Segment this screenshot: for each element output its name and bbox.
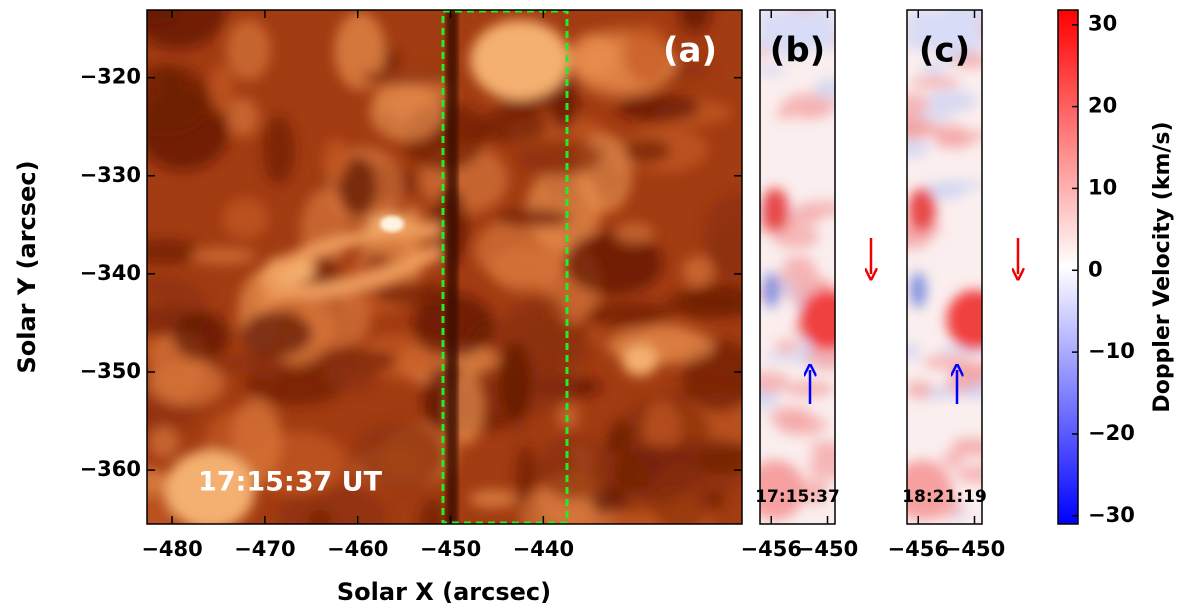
red-patch bbox=[947, 290, 1003, 350]
texture-blob bbox=[476, 109, 548, 143]
panel-label: (a) bbox=[663, 31, 717, 71]
texture-streak bbox=[955, 361, 1001, 385]
texture-blob bbox=[710, 229, 755, 282]
texture-streak bbox=[953, 442, 999, 457]
texture-blob bbox=[370, 84, 445, 140]
texture-blob bbox=[173, 312, 229, 360]
y-tick-label: −320 bbox=[80, 65, 141, 89]
x-tick-label: −440 bbox=[513, 537, 574, 561]
texture-blob bbox=[516, 137, 600, 176]
y-tick-label: −10 bbox=[1088, 339, 1135, 363]
texture-blob bbox=[147, 360, 225, 406]
texture-blob bbox=[615, 223, 654, 244]
texture-streak bbox=[814, 79, 851, 100]
y-tick-label: −330 bbox=[80, 163, 141, 187]
texture-blob bbox=[359, 68, 454, 85]
x-tick-label: −480 bbox=[141, 537, 202, 561]
bright-core bbox=[380, 216, 404, 232]
blue-patch bbox=[910, 272, 926, 308]
texture-blob bbox=[149, 426, 179, 459]
texture-blob bbox=[308, 510, 331, 533]
texture-streak bbox=[905, 381, 934, 400]
panel-label: (b) bbox=[770, 31, 825, 71]
y-tick-label: 30 bbox=[1088, 12, 1117, 36]
texture-blob bbox=[469, 490, 517, 508]
texture-blob bbox=[682, 256, 713, 287]
texture-streak bbox=[774, 340, 800, 353]
panel-image bbox=[888, 2, 1003, 524]
texture-streak bbox=[910, 76, 960, 88]
x-axis-title: Solar X (arcsec) bbox=[337, 578, 551, 606]
y-tick-label: 0 bbox=[1088, 257, 1103, 281]
y-tick-label: 20 bbox=[1088, 94, 1117, 118]
x-tick-label: −456 bbox=[888, 537, 949, 561]
timestamp: 17:15:37 UT bbox=[198, 467, 383, 498]
x-tick-label: −460 bbox=[327, 537, 388, 561]
y-tick-label: 10 bbox=[1088, 175, 1117, 199]
bright-region bbox=[622, 344, 658, 376]
y-tick-label: −20 bbox=[1088, 421, 1135, 445]
texture-blob bbox=[498, 342, 532, 420]
y-tick-label: −340 bbox=[80, 261, 141, 285]
colorbar-title: Doppler Velocity (km/s) bbox=[1150, 121, 1175, 412]
texture-blob bbox=[209, 65, 234, 114]
texture-blob bbox=[374, 282, 453, 305]
colorbar bbox=[1058, 10, 1078, 524]
texture-streak bbox=[777, 414, 827, 435]
texture-blob bbox=[228, 98, 259, 137]
texture-blob bbox=[191, 248, 257, 265]
texture-blob bbox=[535, 436, 615, 500]
x-tick-label: −456 bbox=[741, 537, 802, 561]
texture-streak bbox=[780, 264, 820, 285]
blue-patch bbox=[763, 272, 779, 308]
texture-streak bbox=[956, 465, 1003, 483]
texture-blob bbox=[226, 20, 271, 81]
texture-blob bbox=[495, 208, 572, 228]
texture-blob bbox=[223, 198, 269, 240]
texture-streak bbox=[746, 371, 789, 393]
texture-blob bbox=[532, 294, 566, 375]
texture-streak bbox=[803, 109, 819, 118]
red-patch bbox=[761, 188, 789, 232]
y-tick-label: −30 bbox=[1088, 503, 1135, 527]
y-axis-title: Solar Y (arcsec) bbox=[13, 160, 41, 373]
texture-blob bbox=[323, 138, 350, 180]
texture-streak bbox=[796, 201, 848, 216]
texture-streak bbox=[894, 121, 943, 137]
texture-blob bbox=[667, 289, 743, 319]
red-patch bbox=[800, 290, 856, 350]
texture-blob bbox=[323, 344, 381, 392]
texture-blob bbox=[241, 310, 312, 357]
y-tick-label: −360 bbox=[80, 457, 141, 481]
timestamp: 18:21:19 bbox=[902, 487, 987, 507]
texture-blob bbox=[570, 33, 616, 77]
x-tick-label: −450 bbox=[420, 537, 481, 561]
panel-label: (c) bbox=[919, 31, 970, 71]
texture-streak bbox=[891, 93, 930, 115]
texture-blob bbox=[490, 246, 559, 292]
texture-blob bbox=[615, 94, 700, 121]
x-tick-label: −450 bbox=[944, 537, 1005, 561]
texture-blob bbox=[565, 231, 663, 295]
figure: −480 −470 −460 −450 −440 −320 −330 −340 −350 −360… bbox=[0, 0, 1193, 612]
bright-region bbox=[470, 20, 570, 100]
x-tick-label: −450 bbox=[797, 537, 858, 561]
red-patch bbox=[908, 188, 936, 232]
texture-streak bbox=[776, 108, 793, 119]
texture-streak bbox=[893, 139, 929, 158]
x-tick-label: −470 bbox=[234, 537, 295, 561]
texture-streak bbox=[808, 452, 857, 479]
slit bbox=[446, 10, 458, 524]
texture-blob bbox=[650, 459, 712, 533]
texture-blob bbox=[609, 420, 633, 452]
timestamp: 17:15:37 bbox=[755, 487, 840, 507]
texture-streak bbox=[926, 90, 977, 113]
texture-streak bbox=[900, 343, 919, 360]
panel-image bbox=[736, 1, 857, 524]
texture-blob bbox=[262, 115, 295, 184]
texture-blob bbox=[623, 139, 670, 164]
y-tick-label: −350 bbox=[80, 359, 141, 383]
